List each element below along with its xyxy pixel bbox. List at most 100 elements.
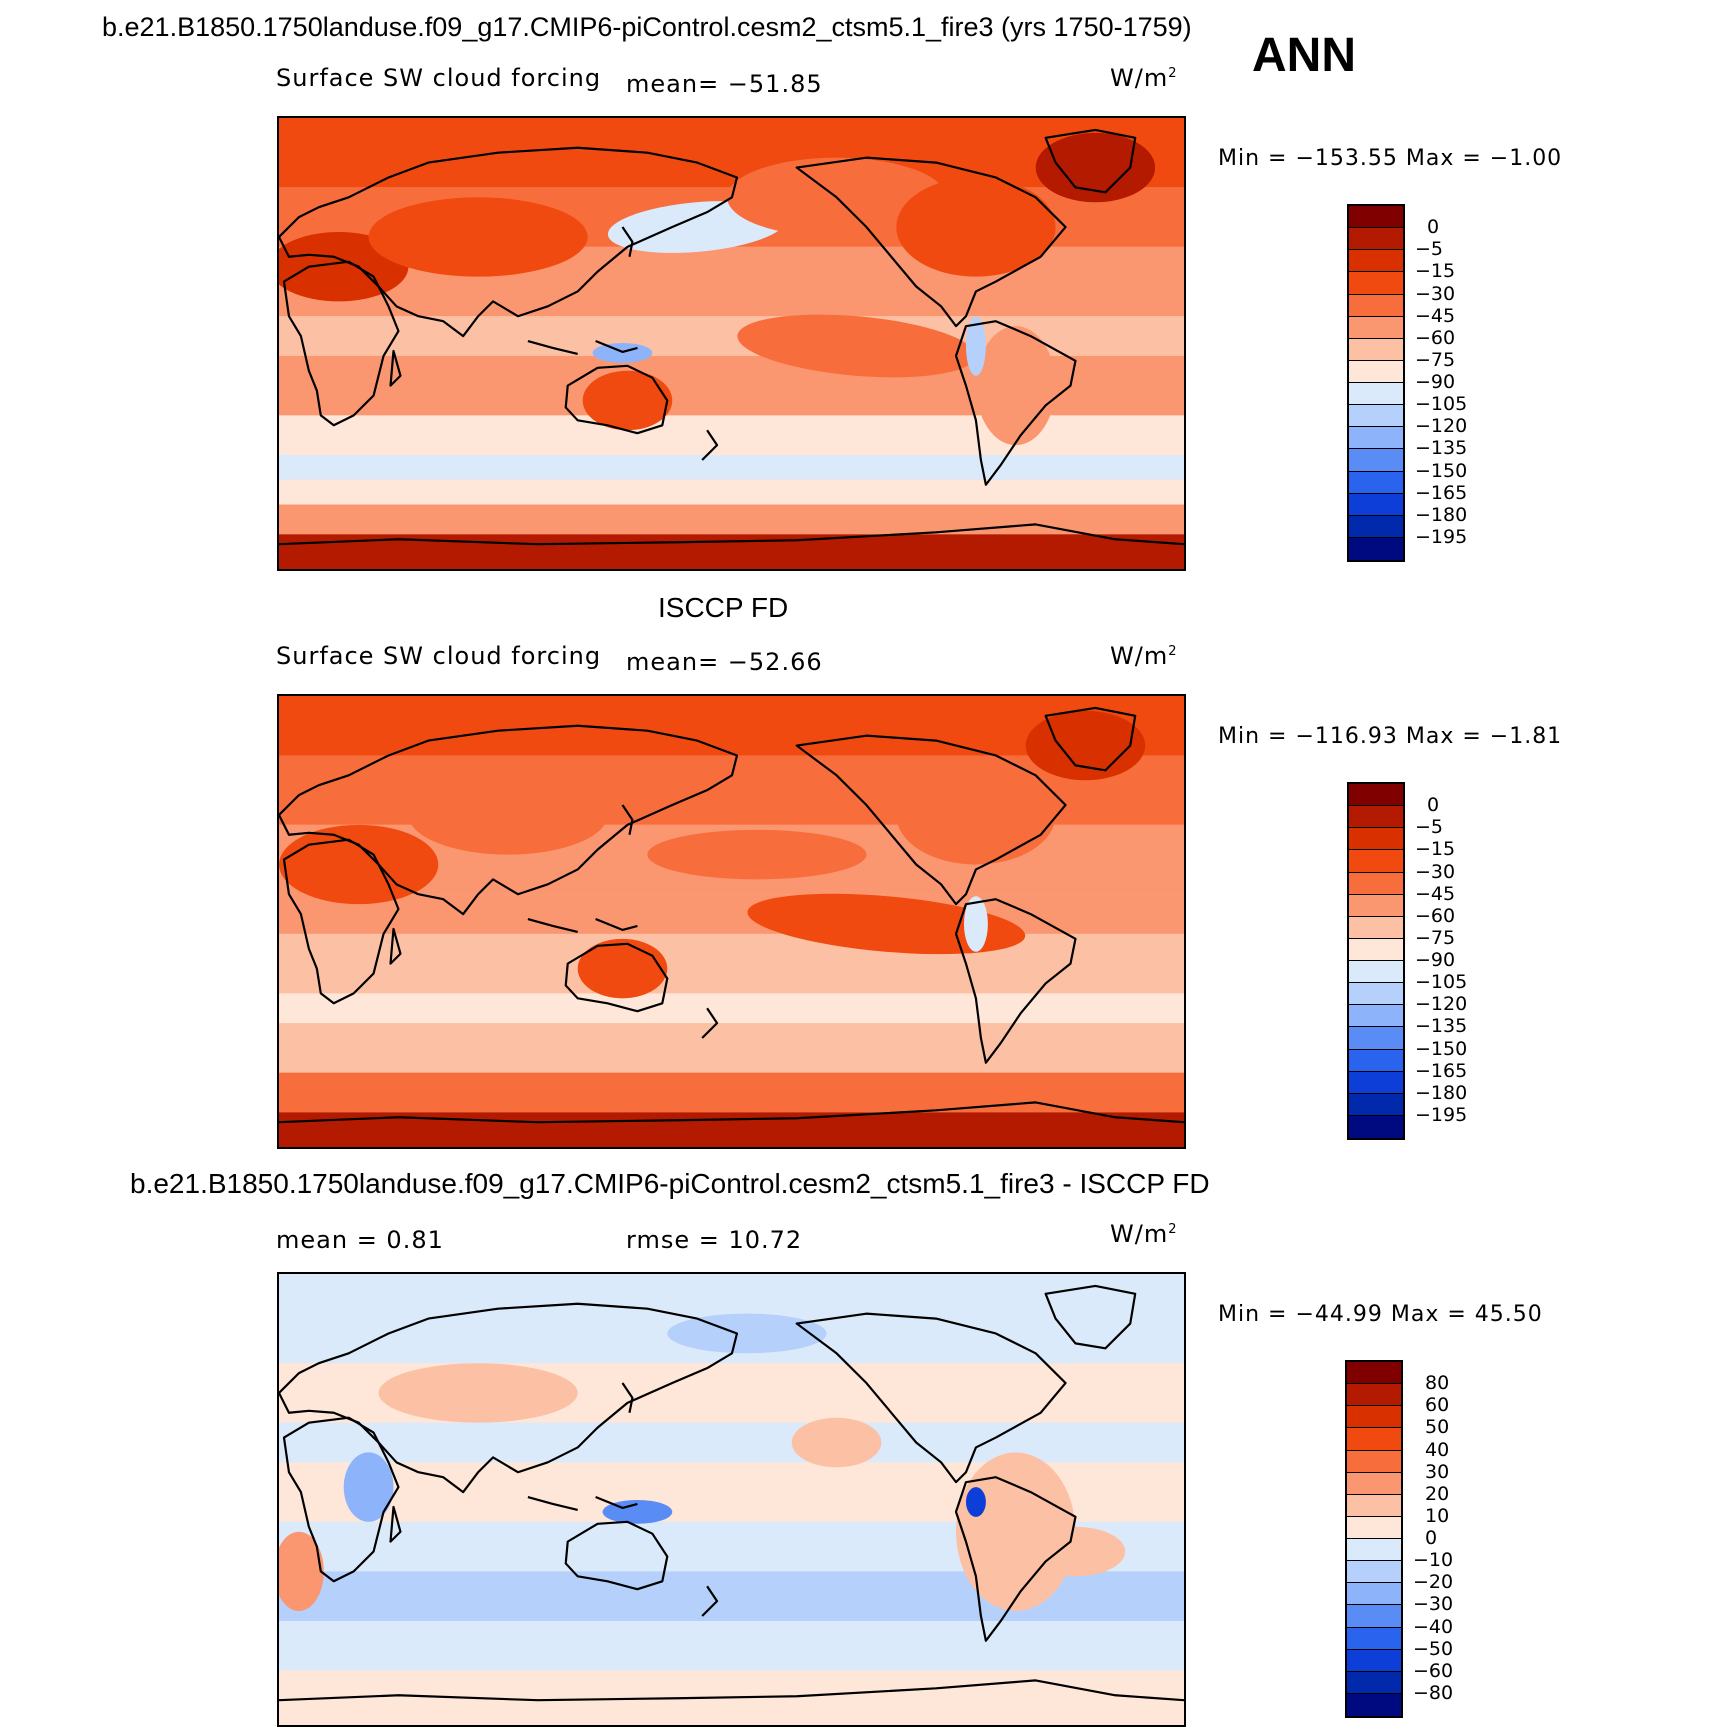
colorbar-tick-label: −135 bbox=[1415, 437, 1468, 460]
contour-region bbox=[368, 197, 588, 277]
colorbar-tick-label: −60 bbox=[1415, 904, 1456, 927]
coastline bbox=[279, 1302, 739, 1494]
coastline bbox=[621, 804, 634, 835]
contour-band bbox=[279, 1072, 1184, 1113]
colorbar-bin bbox=[1347, 1561, 1401, 1584]
colorbar-bin bbox=[1349, 316, 1403, 339]
colorbar-bin bbox=[1347, 1627, 1401, 1650]
colorbar-bin bbox=[1349, 828, 1403, 851]
panel1-minmax: Min = −153.55 Max = −1.00 bbox=[1218, 146, 1563, 171]
colorbar-bin bbox=[1347, 1362, 1401, 1385]
colorbar-tick-label: −5 bbox=[1415, 238, 1444, 261]
colorbar-tick-label: −195 bbox=[1415, 1103, 1468, 1126]
contour-band bbox=[279, 933, 1184, 994]
contour-region bbox=[279, 1531, 324, 1611]
colorbar-tick-label: 0 bbox=[1425, 1527, 1438, 1549]
colorbar-bin bbox=[1349, 405, 1403, 428]
colorbar-tick-label: −30 bbox=[1415, 860, 1456, 883]
colorbar-tick-label: −45 bbox=[1415, 882, 1456, 905]
colorbar-bin bbox=[1347, 1539, 1401, 1562]
colorbar-bin bbox=[1349, 471, 1403, 494]
colorbar-tick-label: −5 bbox=[1415, 816, 1444, 839]
colorbar-tick-label: −165 bbox=[1415, 1059, 1468, 1082]
contour-band bbox=[279, 1422, 1184, 1463]
colorbar-bin bbox=[1349, 360, 1403, 383]
coastline bbox=[1044, 1284, 1137, 1350]
map-field bbox=[279, 118, 1184, 569]
colorbar-bin bbox=[1349, 961, 1403, 984]
contour-band bbox=[279, 1630, 1184, 1671]
colorbar-bin bbox=[1347, 1428, 1401, 1451]
colorbar-bin bbox=[1349, 338, 1403, 361]
colorbar-tick-label: 20 bbox=[1425, 1482, 1450, 1505]
coastlines bbox=[279, 128, 1184, 546]
colorbar-bin bbox=[1349, 806, 1403, 829]
colorbar-tick-label: 40 bbox=[1425, 1438, 1450, 1461]
contour-region bbox=[965, 316, 986, 376]
contour-band bbox=[279, 993, 1184, 1024]
coastline bbox=[527, 1495, 638, 1511]
colorbar-tick-label: −30 bbox=[1413, 1593, 1454, 1616]
contour-band bbox=[279, 455, 1184, 480]
coastline bbox=[621, 226, 634, 257]
contour-band bbox=[279, 316, 1184, 356]
coastline bbox=[1044, 706, 1137, 772]
contour-region bbox=[667, 1313, 827, 1354]
coastline bbox=[389, 927, 402, 965]
contour-region bbox=[1025, 710, 1146, 781]
colorbar-bin bbox=[1347, 1516, 1401, 1539]
colorbar-bin bbox=[1349, 1005, 1403, 1028]
colorbar-tick-label: −120 bbox=[1415, 415, 1468, 438]
map-field bbox=[279, 1274, 1184, 1725]
colorbar-tick-label: −80 bbox=[1413, 1681, 1454, 1704]
colorbar-tick-label: 50 bbox=[1425, 1416, 1450, 1439]
contour-region bbox=[956, 1452, 1076, 1612]
coastline bbox=[564, 1520, 669, 1591]
colorbar-bin bbox=[1349, 515, 1403, 538]
colorbar-tick-label: −60 bbox=[1415, 326, 1456, 349]
contour-region bbox=[737, 314, 976, 378]
colorbar-tick-label: −50 bbox=[1413, 1637, 1454, 1660]
colorbar-bin bbox=[1347, 1649, 1401, 1672]
colorbar-bin bbox=[1349, 228, 1403, 251]
colorbar-bin bbox=[1347, 1494, 1401, 1517]
colorbar-bin bbox=[1349, 916, 1403, 939]
colorbar-tick-label: −20 bbox=[1413, 1571, 1454, 1594]
season-label: ANN bbox=[1252, 29, 1356, 82]
coastline bbox=[954, 320, 1077, 486]
contour-region bbox=[896, 765, 1056, 865]
colorbar-bin bbox=[1349, 894, 1403, 917]
coastline bbox=[954, 1476, 1077, 1642]
panel3-rmse: rmse = 10.72 bbox=[626, 1226, 803, 1254]
coastline bbox=[527, 917, 638, 933]
colorbar-bin bbox=[1349, 427, 1403, 450]
panel2-units: W/m2 bbox=[1110, 642, 1178, 670]
colorbar-bin bbox=[1349, 1049, 1403, 1072]
coastlines bbox=[279, 706, 1184, 1124]
contour-region bbox=[1025, 1526, 1126, 1577]
coastlines bbox=[279, 1284, 1184, 1702]
coastline bbox=[389, 1505, 402, 1543]
colorbar-bin bbox=[1349, 1027, 1403, 1050]
coastline bbox=[1044, 128, 1137, 194]
contour-band bbox=[279, 894, 1184, 934]
panel3-minmax: Min = −44.99 Max = 45.50 bbox=[1218, 1302, 1543, 1327]
contour-region bbox=[1035, 132, 1156, 203]
colorbar-bin bbox=[1349, 206, 1403, 229]
panel2-map bbox=[277, 694, 1186, 1149]
colorbar-tick-label: −180 bbox=[1415, 503, 1468, 526]
colorbar-bin bbox=[1349, 537, 1403, 560]
colorbar-tick-label: −105 bbox=[1415, 971, 1468, 994]
contour-region bbox=[747, 893, 1026, 955]
panel2-colorbar bbox=[1347, 782, 1405, 1140]
contour-band bbox=[279, 415, 1184, 456]
colorbar-bin bbox=[1347, 1671, 1401, 1694]
coastline bbox=[389, 349, 402, 387]
panel1-variable: Surface SW cloud forcing bbox=[276, 64, 602, 92]
colorbar-tick-label: 10 bbox=[1425, 1504, 1450, 1527]
colorbar-bin bbox=[1347, 1384, 1401, 1407]
panel1-units: W/m2 bbox=[1110, 64, 1178, 92]
coastline bbox=[527, 339, 638, 355]
colorbar-bin bbox=[1347, 1583, 1401, 1606]
colorbar-bin bbox=[1347, 1406, 1401, 1429]
